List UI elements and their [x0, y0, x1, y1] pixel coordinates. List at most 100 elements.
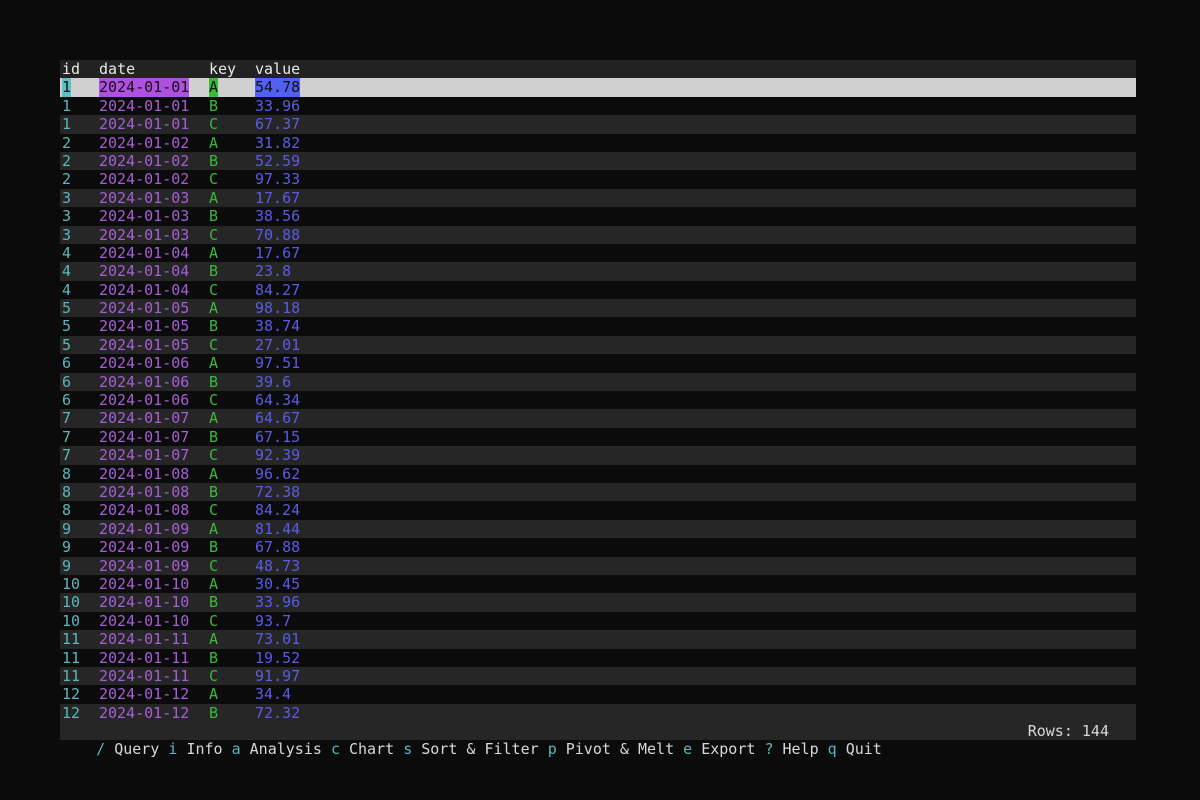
cell-date[interactable]: 2024-01-08 — [99, 464, 190, 483]
cell-key[interactable]: C — [209, 115, 219, 134]
column-header-value[interactable]: value — [255, 60, 301, 78]
cell-id[interactable]: 9 — [62, 519, 72, 538]
cell-date[interactable]: 2024-01-06 — [99, 372, 190, 391]
cell-id[interactable]: 8 — [62, 464, 72, 483]
shortcut-label[interactable]: Export — [701, 740, 756, 759]
cell-value[interactable]: 97.33 — [255, 170, 301, 189]
cell-date[interactable]: 2024-01-08 — [99, 482, 190, 501]
cell-id[interactable]: 4 — [62, 280, 72, 299]
cell-key[interactable]: B — [209, 703, 219, 722]
cell-date[interactable]: 2024-01-10 — [99, 574, 190, 593]
cell-key[interactable]: A — [209, 409, 219, 428]
cell-key[interactable]: A — [209, 299, 219, 318]
shortcut-label[interactable]: Analysis — [249, 740, 322, 759]
cell-key[interactable]: A — [209, 188, 219, 207]
table-row[interactable]: 10 2024-01-10 B 33.96 — [60, 593, 1136, 612]
cell-key[interactable]: A — [209, 243, 219, 262]
cell-date[interactable]: 2024-01-01 — [99, 96, 190, 115]
table-row[interactable]: 12 2024-01-12 B 72.32 — [60, 703, 1136, 723]
cell-id[interactable]: 12 — [62, 685, 81, 704]
table-row[interactable]: 9 2024-01-09 B 67.88 — [60, 538, 1136, 557]
cell-key[interactable]: A — [209, 133, 219, 152]
table-row[interactable]: 10 2024-01-10 A 30.45 — [60, 574, 1136, 594]
cell-value[interactable]: 96.62 — [255, 464, 301, 483]
cell-date[interactable]: 2024-01-05 — [99, 299, 190, 318]
cell-value[interactable]: 72.38 — [255, 482, 301, 501]
cell-date[interactable]: 2024-01-07 — [99, 409, 190, 428]
table-row[interactable]: 5 2024-01-05 C 27.01 — [60, 335, 1136, 355]
cell-key[interactable]: C — [209, 446, 219, 465]
table-row[interactable]: 8 2024-01-08 A 96.62 — [60, 464, 1136, 483]
table-row[interactable]: 7 2024-01-07 B 67.15 — [60, 427, 1136, 447]
cell-date[interactable]: 2024-01-02 — [99, 151, 190, 170]
cell-id[interactable]: 12 — [62, 703, 81, 722]
cell-value[interactable]: 52.59 — [255, 151, 301, 170]
cell-id[interactable]: 11 — [62, 630, 81, 649]
cell-value[interactable]: 30.45 — [255, 574, 301, 593]
cell-value[interactable]: 38.56 — [255, 207, 301, 226]
table-row[interactable]: 1 2024-01-01 C 67.37 — [60, 115, 1136, 134]
cell-date[interactable]: 2024-01-11 — [99, 666, 190, 685]
cell-id[interactable]: 2 — [62, 133, 72, 152]
table-row[interactable]: 3 2024-01-03 C 70.88 — [60, 225, 1136, 244]
cell-value[interactable]: 67.88 — [255, 538, 301, 557]
column-header-date[interactable]: date — [99, 60, 136, 78]
cell-key[interactable]: B — [209, 262, 219, 281]
cell-id[interactable]: 10 — [62, 611, 81, 630]
cell-id[interactable]: 1 — [62, 78, 72, 97]
cell-value[interactable]: 84.24 — [255, 501, 301, 520]
cell-key[interactable]: A — [209, 574, 219, 593]
cell-value[interactable]: 91.97 — [255, 666, 301, 685]
cell-date[interactable]: 2024-01-03 — [99, 188, 190, 207]
cell-value[interactable]: 93.7 — [255, 611, 292, 630]
cell-key[interactable]: B — [209, 648, 219, 667]
shortcut-label[interactable]: Pivot & Melt — [565, 740, 675, 759]
table-row[interactable]: 9 2024-01-09 C 48.73 — [60, 556, 1136, 575]
cell-key[interactable]: A — [209, 685, 219, 704]
cell-date[interactable]: 2024-01-07 — [99, 446, 190, 465]
table-row[interactable]: 6 2024-01-06 B 39.6 — [60, 372, 1136, 392]
cell-value[interactable]: 73.01 — [255, 630, 301, 649]
cell-date[interactable]: 2024-01-05 — [99, 317, 190, 336]
shortcut-label[interactable]: Query — [114, 740, 160, 759]
cell-id[interactable]: 11 — [62, 648, 81, 667]
cell-key[interactable]: B — [209, 482, 219, 501]
cell-date[interactable]: 2024-01-11 — [99, 630, 190, 649]
cell-value[interactable]: 92.39 — [255, 446, 301, 465]
column-header-key[interactable]: key — [209, 60, 237, 78]
cell-id[interactable]: 7 — [62, 446, 72, 465]
cell-key[interactable]: B — [209, 207, 219, 226]
cell-id[interactable]: 10 — [62, 574, 81, 593]
cell-value[interactable]: 34.4 — [255, 685, 292, 704]
cell-value[interactable]: 67.37 — [255, 115, 301, 134]
table-row[interactable]: 6 2024-01-06 C 64.34 — [60, 391, 1136, 410]
cell-date[interactable]: 2024-01-02 — [99, 170, 190, 189]
cell-date[interactable]: 2024-01-02 — [99, 133, 190, 152]
table-row[interactable]: 10 2024-01-10 C 93.7 — [60, 611, 1136, 631]
cell-id[interactable]: 8 — [62, 501, 72, 520]
cell-id[interactable]: 4 — [62, 243, 72, 262]
shortcut-label[interactable]: Sort & Filter — [421, 740, 539, 759]
shortcut-label[interactable]: Chart — [349, 740, 395, 759]
table-row[interactable]: 4 2024-01-04 C 84.27 — [60, 280, 1136, 300]
cell-key[interactable]: C — [209, 335, 219, 354]
cell-date[interactable]: 2024-01-10 — [99, 611, 190, 630]
table-row[interactable]: 12 2024-01-12 A 34.4 — [60, 685, 1136, 704]
cell-date[interactable]: 2024-01-12 — [99, 703, 190, 722]
cell-date[interactable]: 2024-01-06 — [99, 391, 190, 410]
cell-id[interactable]: 5 — [62, 335, 72, 354]
cell-date[interactable]: 2024-01-06 — [99, 354, 190, 373]
cell-value[interactable]: 70.88 — [255, 225, 301, 244]
table-row[interactable]: 8 2024-01-08 B 72.38 — [60, 482, 1136, 502]
cell-id[interactable]: 6 — [62, 372, 72, 391]
cell-date[interactable]: 2024-01-07 — [99, 427, 190, 446]
cell-id[interactable]: 2 — [62, 170, 72, 189]
cell-key[interactable]: B — [209, 593, 219, 612]
cell-id[interactable]: 1 — [62, 96, 72, 115]
table-row[interactable]: 11 2024-01-11 B 19.52 — [60, 648, 1136, 667]
cell-key[interactable]: A — [209, 464, 219, 483]
cell-value[interactable]: 39.6 — [255, 372, 292, 391]
table-row[interactable]: 1 2024-01-01 A 54.78 — [60, 78, 1136, 97]
table-row[interactable]: 3 2024-01-03 B 38.56 — [60, 207, 1136, 226]
cell-id[interactable]: 1 — [62, 115, 72, 134]
